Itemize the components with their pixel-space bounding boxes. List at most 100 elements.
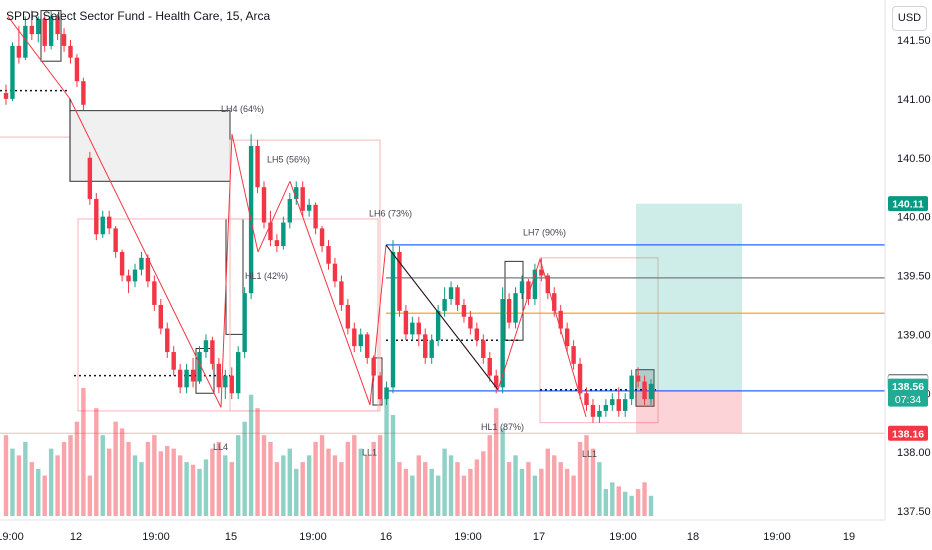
candle-body [223, 375, 228, 388]
volume-bar [332, 455, 338, 516]
x-tick-label: 15 [225, 531, 237, 543]
candle-body [107, 216, 112, 229]
volume-bar [94, 408, 99, 516]
x-tick-label: 17 [533, 531, 545, 543]
volume-bar [377, 435, 383, 516]
volume-bar [319, 435, 325, 516]
x-tick-label: 12 [70, 531, 82, 543]
price-badge [888, 425, 928, 441]
candle-body [468, 316, 473, 329]
volume-bar [139, 462, 144, 516]
volume-bar [532, 475, 538, 516]
price-axis[interactable]: 137.50138.00138.50139.00139.50140.00140.… [884, 0, 931, 520]
volume-bar [539, 468, 544, 516]
volume-bar [616, 486, 621, 516]
volume-bar [223, 455, 228, 516]
candle-body [158, 304, 163, 329]
volume-bar [481, 451, 486, 516]
volume-bar [442, 448, 447, 516]
volume-bar [558, 462, 563, 516]
candle-body [216, 363, 222, 388]
x-tick-label: 18 [687, 531, 699, 543]
candle-body [190, 369, 196, 382]
candle-body [100, 216, 105, 235]
volume-bar [16, 455, 22, 516]
volume-bar [603, 489, 609, 516]
zone-boxes [0, 10, 659, 424]
volume-bar [306, 455, 312, 516]
candle-body [403, 310, 409, 335]
candle-body [126, 275, 131, 282]
volume-bar [468, 468, 473, 516]
candle-body [113, 228, 118, 252]
candle-body [365, 334, 370, 358]
volume-bar [152, 435, 157, 516]
volume-bar [642, 482, 647, 516]
zigzag-segment [369, 244, 387, 406]
candle-body [61, 34, 67, 46]
volume-bar [248, 394, 254, 516]
candle-body [3, 92, 9, 99]
currency-button[interactable]: USD [892, 6, 927, 31]
candle-body [358, 334, 363, 347]
x-tick-label: 19:00 [763, 531, 791, 543]
candle-body [635, 375, 641, 382]
candle-body [564, 328, 570, 347]
volume-bar [339, 462, 344, 516]
profit-zone [636, 203, 742, 390]
candle-body [229, 375, 234, 394]
candle-body [642, 381, 647, 400]
volume-bar [397, 462, 402, 516]
volume-bar [500, 428, 505, 516]
candle-body [442, 299, 447, 311]
candle-body [603, 405, 609, 411]
volume-bar [126, 441, 131, 516]
candle-body [332, 263, 338, 282]
candle-body [68, 45, 73, 58]
swing-label: LL1 [582, 449, 597, 459]
position-tool[interactable] [636, 203, 742, 434]
x-tick-label: 19:00 [142, 531, 170, 543]
y-tick-label: 138.00 [897, 447, 931, 459]
loss-zone [636, 389, 742, 434]
volume-bar [165, 445, 170, 516]
candle-body [306, 204, 312, 211]
price-badge [888, 196, 928, 212]
volume-bar [345, 441, 351, 516]
candle-body [487, 357, 492, 376]
price-badge-label: 140.11 [892, 199, 924, 211]
volume-bar [184, 462, 189, 516]
y-tick-label: 141.50 [897, 35, 931, 47]
volume-bar [255, 408, 260, 516]
candle-body [274, 240, 280, 247]
volume-bar [300, 462, 305, 516]
volume-bar [623, 491, 628, 516]
volume-bar [145, 441, 151, 516]
volume-bar [384, 388, 389, 516]
candle-body [513, 293, 518, 323]
range-frame [229, 139, 381, 412]
time-axis[interactable]: 19:00 12 19:00 15 19:00 16 19:00 17 19:00 18 19:00… [0, 519, 885, 543]
zigzag-segment [539, 258, 587, 417]
zigzag-segment [497, 258, 541, 390]
swing-label: LH5 (56%) [267, 154, 310, 164]
volume-bar [158, 451, 163, 516]
candle-body [10, 45, 15, 99]
volume-bar [390, 414, 396, 516]
zigzag-segment [7, 16, 71, 100]
volume-bar [526, 462, 531, 516]
zone-box [225, 218, 244, 335]
candle-body [74, 57, 80, 82]
candle-body [184, 369, 189, 388]
volume-bar [494, 408, 499, 516]
volume-bar [597, 462, 602, 516]
volume-bar [552, 455, 557, 516]
candle-body [313, 204, 318, 229]
volume-bar [261, 435, 267, 516]
volume-bar [365, 455, 370, 516]
candle-body [423, 334, 428, 358]
candle-body [390, 251, 396, 388]
volume-bar [461, 475, 467, 516]
